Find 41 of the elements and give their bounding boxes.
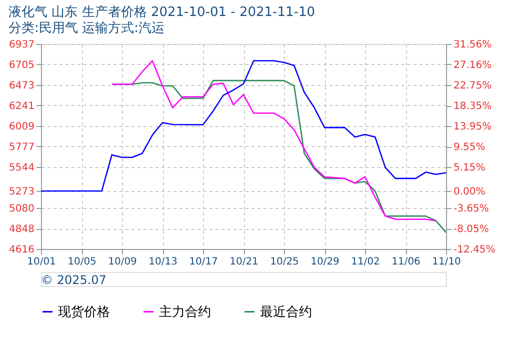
x-tick-label: 10/29: [310, 256, 340, 268]
legend-label: 现货价格: [58, 304, 110, 320]
x-tick-label: 10/17: [189, 256, 218, 268]
x-tick-label: 10/25: [270, 256, 299, 268]
x-tick-label: 11/02: [351, 256, 380, 268]
y-tick-label: 5777: [9, 142, 34, 153]
y-tick-label: 6705: [9, 60, 34, 71]
x-tick-label: 10/21: [230, 256, 258, 268]
y-tick-label: 6937: [9, 40, 34, 50]
y2-tick-label: 13.95%: [454, 122, 492, 133]
y-tick-label: 5080: [9, 204, 34, 215]
x-tick-label: 11/06: [392, 256, 420, 268]
chart-subtitle: 分类:民用气 运输方式:汽运: [8, 20, 164, 36]
y2-tick-label: 0.00%: [454, 186, 486, 198]
x-tick-label: 10/09: [108, 256, 137, 268]
legend-label: 主力合约: [159, 304, 211, 320]
y2-tick-label: 31.56%: [454, 40, 492, 50]
line-series: [111, 60, 437, 222]
y2-tick-label: -3.65%: [454, 204, 489, 215]
y2-tick-label: 27.16%: [454, 60, 492, 71]
text: © 2025.07: [41, 273, 106, 287]
y-tick-label: 5544: [9, 162, 34, 174]
y2-tick-label: 5.15%: [454, 162, 486, 174]
legend-label: 最近合约: [260, 304, 312, 320]
y2-tick-label: 22.75%: [454, 80, 492, 92]
y-tick-label: 6009: [9, 121, 34, 132]
x-tick-label: 11/10: [432, 256, 461, 268]
x-tick-label: 10/05: [68, 256, 96, 268]
x-tick-label: 10/13: [148, 256, 178, 268]
x-tick-label: 10/01: [27, 256, 56, 268]
y-tick-label: 6241: [9, 100, 34, 112]
y2-tick-label: 18.35%: [454, 101, 492, 112]
y2-tick-label: -12.45%: [454, 244, 496, 256]
y-tick-label: 5273: [9, 186, 34, 198]
y-tick-label: 6473: [9, 80, 34, 92]
line-series: [40, 60, 447, 192]
y-tick-label: 4616: [9, 244, 34, 256]
y2-tick-label: 9.55%: [454, 142, 486, 154]
y-tick-label: 4848: [9, 224, 34, 236]
chart-title: 液化气 山东 生产者价格 2021-10-01 - 2021-11-10: [8, 5, 316, 20]
y2-tick-label: -8.05%: [454, 224, 489, 236]
